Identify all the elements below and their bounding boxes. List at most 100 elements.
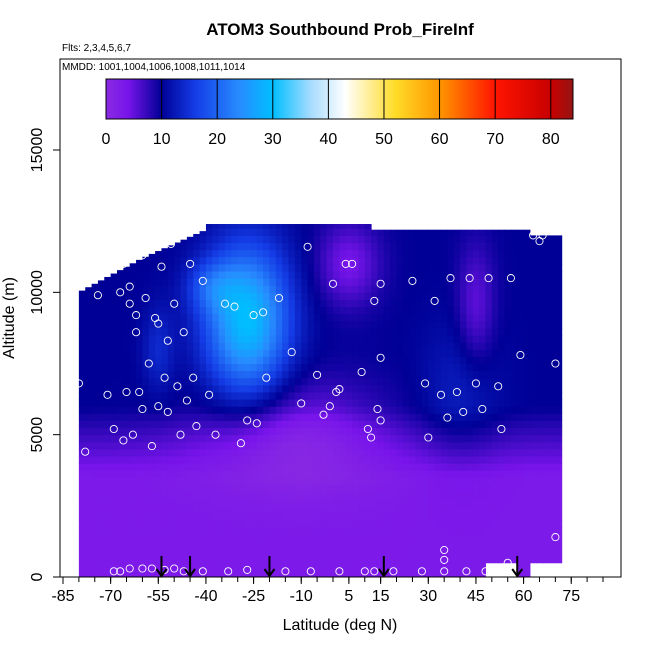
- field-cell: [97, 491, 105, 500]
- field-cell: [282, 505, 290, 514]
- field-cell: [256, 235, 264, 244]
- field-cell: [542, 534, 550, 542]
- field-cell: [453, 306, 461, 315]
- field-cell: [186, 377, 194, 386]
- field-cell: [555, 391, 563, 400]
- field-cell: [123, 356, 131, 364]
- field-cell: [110, 534, 118, 542]
- field-cell: [294, 491, 302, 500]
- field-cell: [415, 470, 423, 478]
- field-cell: [294, 505, 302, 514]
- field-cell: [453, 527, 461, 535]
- field-cell: [371, 555, 378, 564]
- field-cell: [78, 534, 86, 542]
- field-cell: [517, 285, 525, 293]
- field-cell: [256, 342, 264, 350]
- field-cell: [142, 370, 150, 379]
- field-cell: [231, 470, 239, 478]
- field-cell: [479, 420, 486, 429]
- field-cell: [434, 242, 442, 251]
- field-cell: [396, 541, 404, 550]
- field-cell: [491, 363, 499, 372]
- field-cell: [402, 335, 410, 343]
- field-cell: [339, 413, 347, 421]
- field-cell: [466, 491, 474, 500]
- field-cell: [472, 363, 480, 372]
- field-cell: [117, 484, 124, 493]
- field-cell: [485, 420, 493, 429]
- field-cell: [466, 555, 474, 564]
- field-cell: [282, 342, 290, 350]
- field-cell: [504, 256, 512, 265]
- field-cell: [218, 434, 226, 443]
- field-cell: [269, 520, 277, 528]
- field-cell: [301, 256, 309, 265]
- field-cell: [326, 456, 334, 464]
- field-cell: [225, 498, 232, 507]
- field-cell: [282, 541, 290, 550]
- field-cell: [231, 285, 239, 293]
- field-cell: [339, 420, 347, 429]
- field-cell: [91, 527, 99, 535]
- field-cell: [269, 434, 277, 443]
- field-cell: [237, 548, 245, 557]
- field-cell: [288, 470, 296, 478]
- field-cell: [174, 498, 182, 507]
- field-cell: [364, 235, 372, 244]
- field-cell: [205, 249, 213, 258]
- field-cell: [218, 406, 226, 414]
- field-cell: [142, 491, 150, 500]
- field-cell: [110, 278, 118, 286]
- field-cell: [97, 391, 105, 400]
- field-cell: [148, 377, 156, 386]
- field-cell: [396, 370, 404, 379]
- field-cell: [97, 342, 105, 350]
- field-cell: [326, 235, 334, 244]
- field-cell: [485, 235, 493, 244]
- field-cell: [447, 263, 455, 272]
- field-cell: [117, 477, 124, 485]
- field-cell: [434, 327, 442, 336]
- field-cell: [212, 224, 220, 229]
- field-cell: [510, 463, 518, 471]
- field-cell: [390, 342, 398, 350]
- field-cell: [218, 512, 226, 521]
- field-cell: [199, 278, 207, 286]
- field-cell: [231, 555, 239, 564]
- field-cell: [536, 420, 544, 429]
- field-cell: [415, 356, 423, 364]
- field-cell: [199, 292, 207, 300]
- field-cell: [453, 434, 461, 443]
- field-cell: [218, 299, 226, 308]
- field-cell: [460, 363, 467, 372]
- field-cell: [123, 512, 131, 521]
- field-cell: [415, 327, 423, 336]
- field-cell: [142, 484, 150, 493]
- field-cell: [186, 391, 194, 400]
- field-cell: [339, 477, 347, 485]
- field-cell: [174, 569, 182, 578]
- field-cell: [415, 477, 423, 485]
- field-cell: [136, 292, 143, 300]
- field-cell: [364, 456, 372, 464]
- field-cell: [205, 505, 213, 514]
- field-cell: [244, 434, 251, 443]
- field-cell: [218, 527, 226, 535]
- sample-point: [516, 350, 525, 360]
- field-cell: [536, 413, 544, 421]
- field-cell: [104, 484, 112, 493]
- field-cell: [542, 292, 550, 300]
- field-cell: [155, 342, 162, 350]
- field-cell: [536, 377, 544, 386]
- field-cell: [91, 448, 99, 457]
- field-cell: [428, 270, 436, 279]
- field-cell: [263, 569, 270, 578]
- field-cell: [479, 292, 486, 300]
- field-cell: [263, 278, 270, 286]
- field-cell: [250, 285, 258, 293]
- field-cell: [339, 335, 347, 343]
- field-cell: [256, 242, 264, 251]
- field-cell: [123, 527, 131, 535]
- field-cell: [269, 484, 277, 493]
- field-cell: [434, 413, 442, 421]
